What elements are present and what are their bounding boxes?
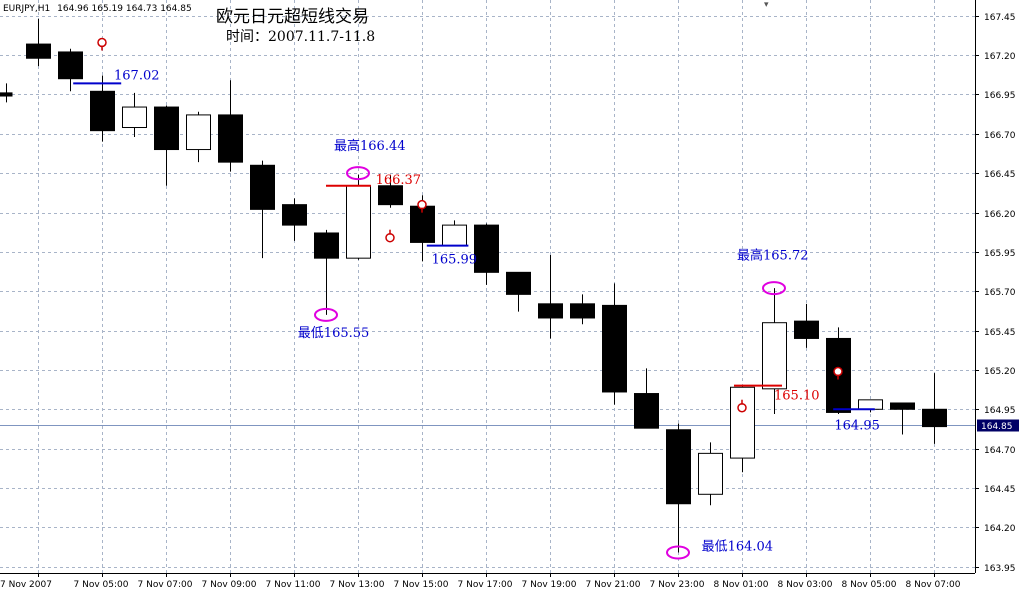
y-tick-label: 166.20 [984, 210, 1016, 220]
price-annotation: 167.02 [114, 68, 160, 83]
price-annotation: 166.37 [376, 173, 422, 188]
candle-up [858, 399, 883, 410]
y-tick-label: 166.70 [984, 131, 1016, 141]
y-tick-label: 164.95 [984, 406, 1016, 416]
thumbs-up-icon [385, 229, 395, 243]
y-tick-label: 163.95 [984, 564, 1016, 574]
x-tick-label: 8 Nov 07:00 [906, 580, 961, 590]
candle-down [250, 164, 275, 210]
price-annotation: 最低165.55 [298, 326, 370, 341]
x-tick-label: 7 Nov 11:00 [266, 580, 321, 590]
candle-up [698, 452, 723, 495]
extreme-marker [666, 545, 690, 560]
y-tick-label: 164.20 [984, 524, 1016, 534]
candle-up [186, 114, 211, 151]
price-annotation: 165.99 [432, 253, 478, 268]
signal-icon-body [737, 402, 747, 413]
x-tick-label: 7 Nov 23:00 [650, 580, 705, 590]
extreme-marker [314, 307, 338, 322]
candle-down [474, 224, 499, 273]
x-tick-label: 7 Nov 13:00 [330, 580, 385, 590]
candle-up [122, 106, 147, 129]
x-tick-label: 8 Nov 01:00 [714, 580, 769, 590]
candle-down [890, 402, 915, 410]
signal-icon-body [385, 232, 395, 243]
candle-down [218, 114, 243, 163]
signal-icon-body [417, 199, 427, 210]
y-tick-label: 167.20 [984, 52, 1016, 62]
price-annotation: 最低164.04 [702, 540, 774, 555]
x-tick-label: 7 Nov 2007 [0, 580, 52, 590]
candle-down [570, 303, 595, 319]
y-tick-label: 164.70 [984, 446, 1016, 456]
y-tick-label: 166.95 [984, 91, 1016, 101]
price-annotation: 最高166.44 [334, 138, 406, 154]
price-annotation: 最高165.72 [737, 248, 809, 264]
y-tick-label: 166.45 [984, 170, 1016, 180]
ohlc-values: 164.96 165.19 164.73 164.85 [57, 4, 192, 14]
chart-subtitle: 时间：2007.11.7-11.8 [226, 29, 376, 45]
x-tick-label: 7 Nov 19:00 [522, 580, 577, 590]
y-tick-label: 165.95 [984, 249, 1016, 259]
candle-up [762, 322, 787, 390]
candle-up [730, 386, 755, 459]
candle-down [58, 51, 83, 80]
x-tick-label: 7 Nov 05:00 [74, 580, 129, 590]
candle-down [794, 320, 819, 339]
candle-down [0, 92, 13, 97]
candle-down [378, 185, 403, 206]
y-tick-label: 164.45 [984, 485, 1016, 495]
candle-down [154, 106, 179, 151]
candle-down [26, 43, 51, 59]
y-tick-label: 167.45 [984, 13, 1016, 23]
x-tick-label: 7 Nov 21:00 [586, 580, 641, 590]
candle-down [602, 304, 627, 393]
chart-title: 欧元日元超短线交易 [216, 7, 369, 27]
y-tick-label: 165.20 [984, 367, 1016, 377]
current-price-label: 164.85 [981, 422, 1013, 432]
thumbs-down-icon [97, 37, 107, 51]
candle-up [442, 224, 467, 247]
candle-down [922, 408, 947, 428]
x-tick-label: 7 Nov 09:00 [202, 580, 257, 590]
candle-up [346, 185, 371, 259]
signal-icon-body [97, 37, 107, 48]
current-price-box [977, 419, 1019, 432]
annotations: 167.02 最高166.44 166.37 165.99 最低165.55 最高165.… [73, 68, 880, 560]
y-tick-label: 165.45 [984, 328, 1016, 338]
thumbs-up-icon [737, 399, 747, 413]
thumbs-down-icon [417, 199, 427, 213]
signal-icons [97, 37, 843, 413]
x-tick-label: 7 Nov 15:00 [394, 580, 449, 590]
candle-down [634, 393, 659, 429]
candle-down [90, 90, 115, 132]
signal-icon-body [833, 366, 843, 377]
candle-down [282, 204, 307, 226]
chevron-down-icon[interactable]: ▾ [764, 0, 769, 10]
candle-down [314, 232, 339, 259]
candle-down [538, 303, 563, 319]
bid-line: 164.85 [0, 419, 1019, 432]
x-tick-label: 8 Nov 05:00 [842, 580, 897, 590]
candle-down [666, 429, 691, 505]
symbol-label: EURJPY,H1 [3, 4, 51, 14]
candle-down [506, 271, 531, 295]
grid-lines [0, 0, 975, 573]
extreme-marker [346, 166, 370, 181]
x-tick-label: 7 Nov 07:00 [138, 580, 193, 590]
x-tick-label: 7 Nov 17:00 [458, 580, 513, 590]
y-tick-label: 165.70 [984, 288, 1016, 298]
x-tick-label: 8 Nov 03:00 [778, 580, 833, 590]
symbol-header: EURJPY,H1 164.96 165.19 164.73 164.85 [3, 4, 192, 14]
price-annotation: 164.95 [834, 418, 880, 433]
candlestick-series [0, 18, 947, 553]
price-annotation: 165.10 [774, 389, 820, 404]
thumbs-down-icon [833, 366, 843, 380]
extreme-marker [762, 281, 786, 296]
